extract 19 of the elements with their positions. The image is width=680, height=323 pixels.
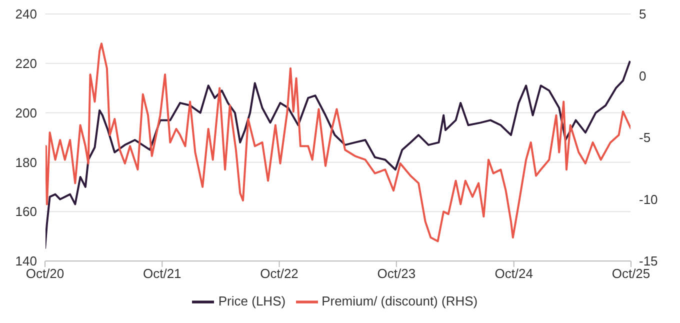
y-tick-label: 200 [15, 105, 37, 120]
x-tick-label: Oct/23 [377, 266, 416, 282]
y2-tick-label: -10 [639, 192, 658, 207]
y-tick-label: 140 [15, 254, 37, 269]
y2-tick-label: -15 [639, 254, 658, 269]
y2-tick-label: -5 [639, 130, 651, 146]
legend-label: Premium/ (discount) (RHS) [322, 293, 478, 308]
y2-tick-label: 0 [639, 68, 646, 84]
x-tick-label: Oct/21 [142, 266, 182, 282]
x-tick-label: Oct/22 [260, 266, 298, 282]
x-tick-label: Oct/20 [26, 266, 64, 282]
x-tick-label: Oct/24 [494, 266, 534, 282]
y-tick-label: 160 [15, 204, 37, 220]
y2-tick-label: 5 [639, 6, 646, 22]
x-tick-label: Oct/25 [612, 266, 650, 282]
legend-label: Price (LHS) [218, 293, 286, 308]
y-tick-label: 240 [15, 6, 37, 22]
y-tick-label: 180 [15, 154, 37, 170]
y-tick-label: 220 [15, 56, 37, 72]
